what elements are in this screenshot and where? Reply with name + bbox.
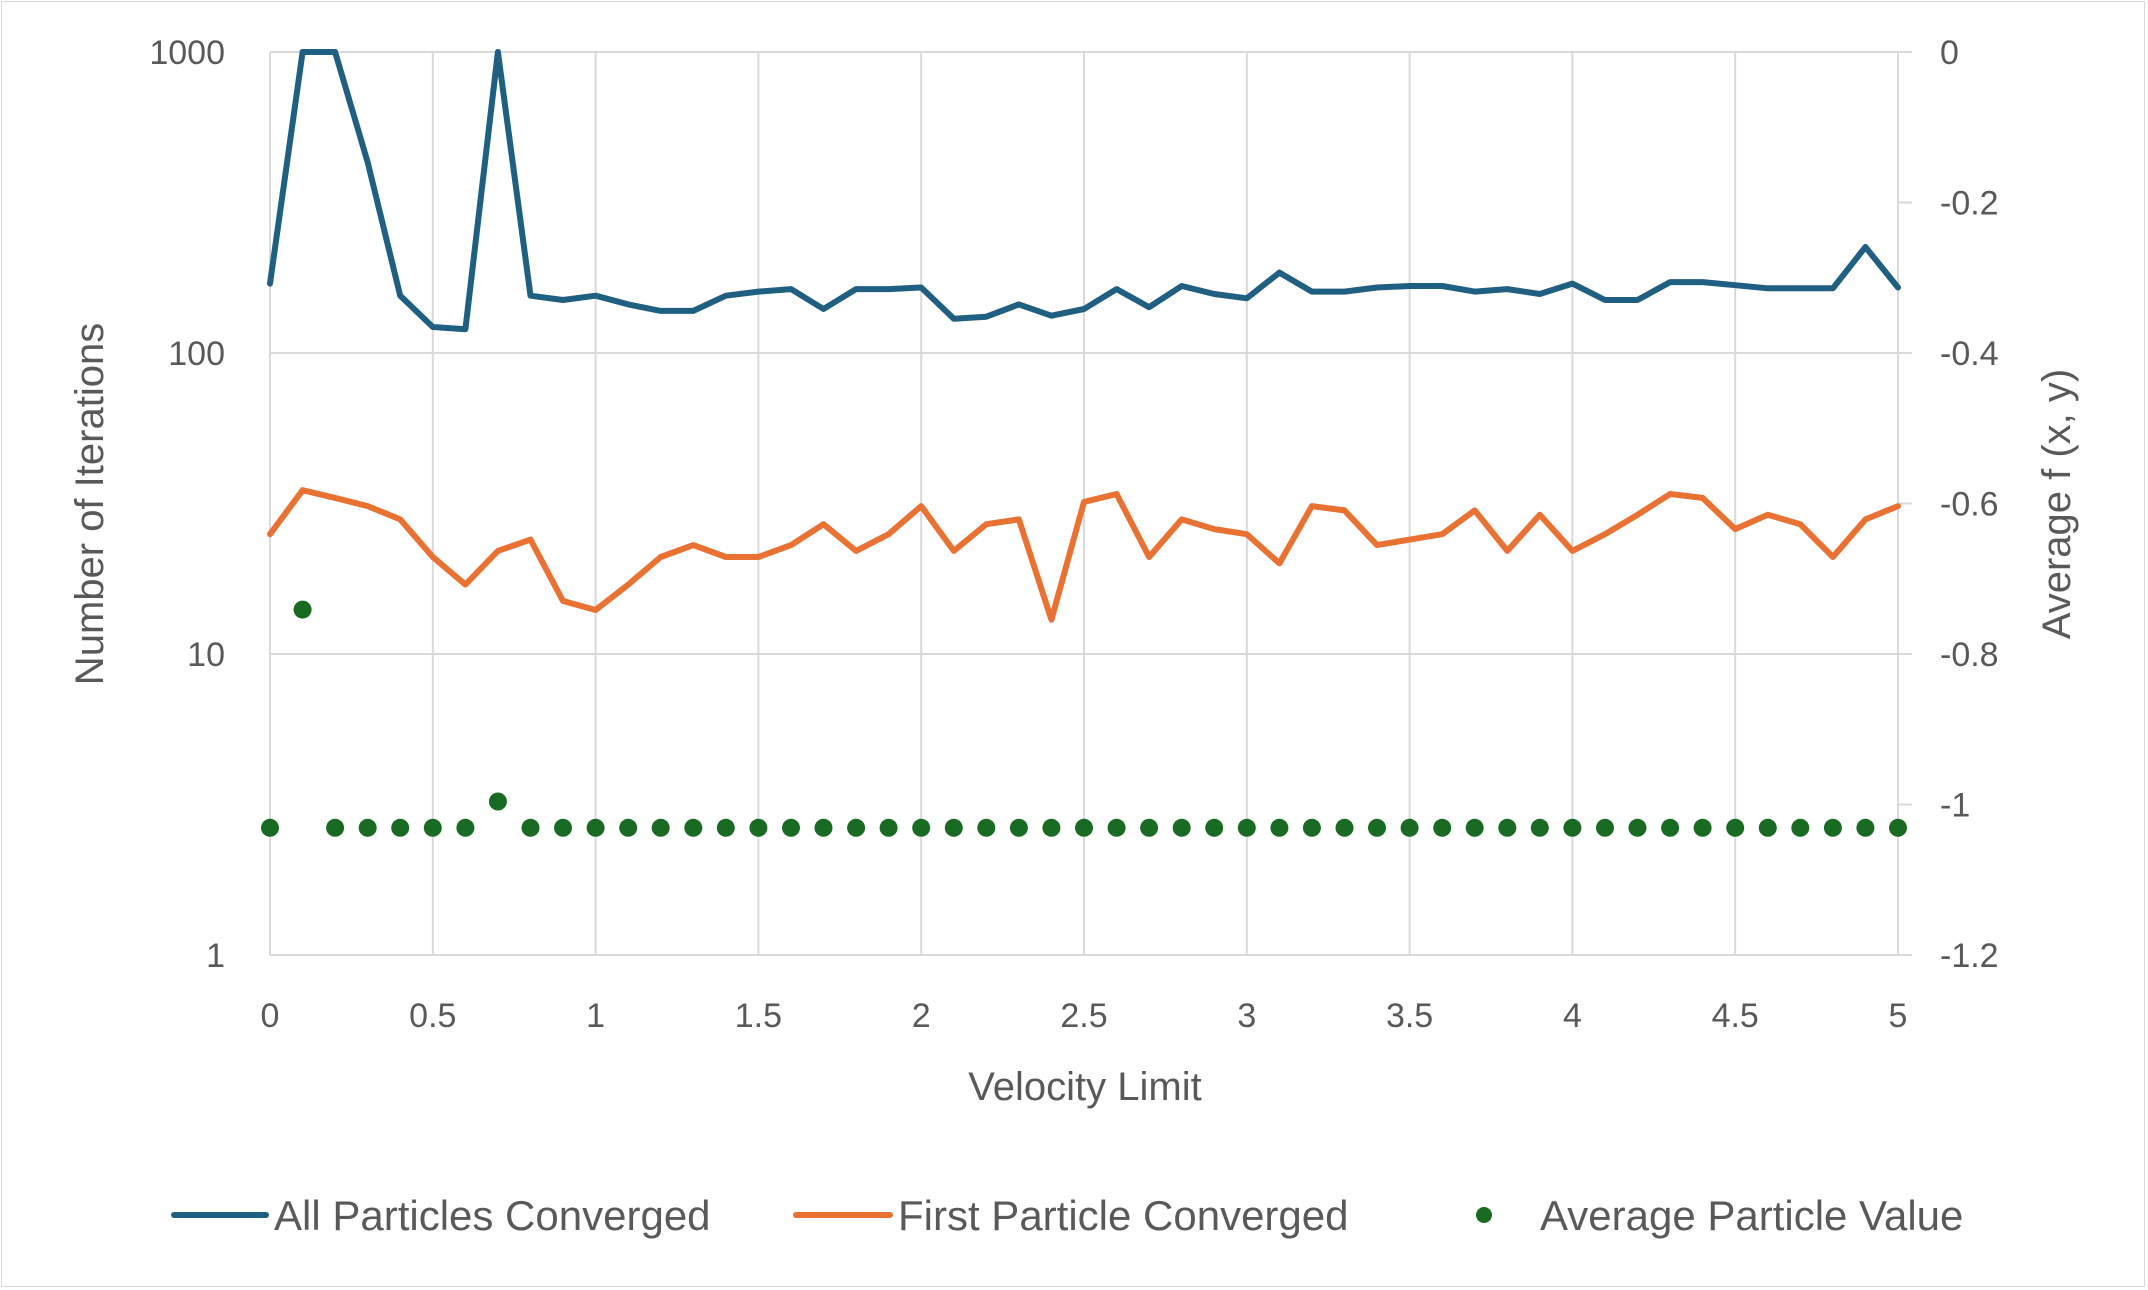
series-point-average-particle-value <box>1530 818 1549 837</box>
legend-item-all-particles: All Particles Converged <box>171 1192 711 1239</box>
series-point-average-particle-value <box>1237 818 1256 837</box>
legend-item-average-particle: Average Particle Value <box>1476 1192 1963 1239</box>
series-point-average-particle-value <box>1335 818 1354 837</box>
series-point-average-particle-value <box>1889 818 1907 837</box>
x-tick-label: 2 <box>912 997 931 1035</box>
series-point-average-particle-value <box>391 818 410 837</box>
ticks-layer: 0 0.5 1 1.5 2 2.5 3 3.5 4 4.5 5 1 10 100 1000 0 -0.2 -0.4… <box>149 34 1998 1035</box>
y2-tick-label: -1.2 <box>1940 937 1999 975</box>
series-point-average-particle-value <box>1009 818 1028 837</box>
x-tick-label: 5 <box>1889 997 1908 1035</box>
y-axis-title: Number of Iterations <box>68 323 112 685</box>
series-point-average-particle-value <box>879 818 898 837</box>
series-point-average-particle-value <box>586 818 605 837</box>
legend-item-first-particle: First Particle Converged <box>793 1192 1349 1239</box>
series-point-average-particle-value <box>1368 818 1386 837</box>
series-point-average-particle-value <box>944 818 963 837</box>
series-point-average-particle-value <box>814 818 833 837</box>
series-point-average-particle-value <box>1856 818 1875 837</box>
x-tick-label: 0.5 <box>409 997 456 1035</box>
series-point-average-particle-value <box>261 818 279 837</box>
x-tick-label: 2.5 <box>1060 997 1107 1035</box>
series-point-average-particle-value <box>554 818 572 837</box>
series-point-average-particle-value <box>1596 818 1614 837</box>
series-point-average-particle-value <box>684 818 703 837</box>
series-point-average-particle-value <box>1302 818 1321 837</box>
series-point-average-particle-value <box>1433 818 1452 837</box>
series-point-average-particle-value <box>977 818 996 837</box>
y2-tick-label: -0.4 <box>1940 335 1999 373</box>
series-line-all-particles-converged <box>267 49 1901 333</box>
series-point-average-particle-value <box>1205 818 1224 837</box>
series-point-average-particle-value <box>456 818 475 837</box>
y2-tick-label: -0.2 <box>1940 185 1999 223</box>
x-axis-title: Velocity Limit <box>968 1065 1201 1109</box>
series-point-average-particle-value <box>1693 818 1712 837</box>
series-layer <box>261 49 1907 837</box>
series-point-average-particle-value <box>1498 818 1517 837</box>
x-tick-label: 4.5 <box>1712 997 1759 1035</box>
series-point-average-particle-value <box>1140 818 1159 837</box>
series-point-average-particle-value <box>1042 818 1061 837</box>
y-tick-label: 100 <box>168 335 225 373</box>
series-point-average-particle-value <box>1465 818 1484 837</box>
legend-label-first-particle: First Particle Converged <box>898 1192 1349 1239</box>
series-point-average-particle-value <box>619 818 638 837</box>
series-point-average-particle-value <box>293 600 312 619</box>
series-point-average-particle-value <box>326 818 345 837</box>
legend-label-all-particles: All Particles Converged <box>274 1192 711 1239</box>
x-tick-label: 1 <box>586 997 605 1035</box>
x-tick-label: 3 <box>1237 997 1256 1035</box>
legend-swatch-average-particle <box>1476 1207 1492 1223</box>
series-point-average-particle-value <box>782 818 800 837</box>
series-point-average-particle-value <box>488 792 507 811</box>
y2-axis-title: Average f (x, y) <box>2035 369 2079 639</box>
series-point-average-particle-value <box>1270 818 1289 837</box>
series-point-average-particle-value <box>1823 818 1842 837</box>
series-point-average-particle-value <box>1791 818 1810 837</box>
legend-label-average-particle: Average Particle Value <box>1540 1192 1963 1239</box>
series-point-average-particle-value <box>749 818 768 837</box>
series-point-average-particle-value <box>1107 818 1126 837</box>
series-point-average-particle-value <box>1400 818 1419 837</box>
series-line-first-particle-converged <box>267 487 1901 623</box>
series-point-average-particle-value <box>1726 818 1745 837</box>
series-point-average-particle-value <box>651 818 670 837</box>
x-tick-label: 4 <box>1563 997 1582 1035</box>
series-point-average-particle-value <box>716 818 735 837</box>
series-point-average-particle-value <box>1075 818 1093 837</box>
x-tick-label: 0 <box>261 997 280 1035</box>
series-point-average-particle-value <box>1661 818 1680 837</box>
series-point-average-particle-value <box>521 818 540 837</box>
series-point-average-particle-value <box>1628 818 1647 837</box>
series-point-average-particle-value <box>423 818 442 837</box>
series-point-average-particle-value <box>1563 818 1582 837</box>
series-point-average-particle-value <box>358 818 377 837</box>
x-tick-label: 3.5 <box>1386 997 1433 1035</box>
y-tick-label: 1 <box>206 937 225 975</box>
y2-tick-label: -0.8 <box>1940 636 1999 674</box>
y2-tick-label: -0.6 <box>1940 486 1999 524</box>
x-tick-label: 1.5 <box>735 997 782 1035</box>
y2-tick-label: 0 <box>1940 34 1959 72</box>
y-tick-label: 10 <box>187 636 225 674</box>
series-point-average-particle-value <box>1172 818 1191 837</box>
y-tick-label: 1000 <box>149 34 225 72</box>
series-point-average-particle-value <box>1758 818 1777 837</box>
y2-tick-label: -1 <box>1940 787 1970 825</box>
series-point-average-particle-value <box>912 818 931 837</box>
legend: All Particles Converged First Particle C… <box>171 1192 1963 1239</box>
series-point-average-particle-value <box>847 818 866 837</box>
